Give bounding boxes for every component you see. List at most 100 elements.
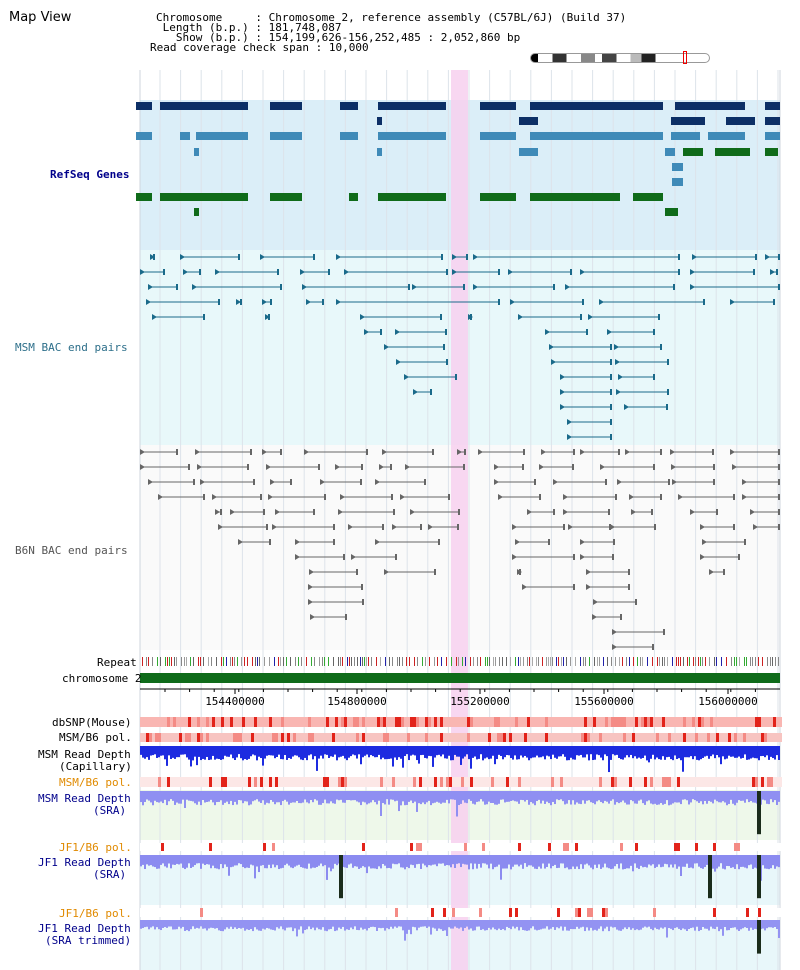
msm-b6-pol-cell [662, 733, 665, 742]
msm-capillary-depth-bar [200, 746, 202, 761]
msm-sra-depth-bar [580, 791, 582, 805]
msm-b6-pol-cell [566, 733, 569, 742]
jf1-sra-depth-bar [510, 855, 512, 870]
msm-bac-pair-end [678, 254, 680, 260]
jf1-trim-depth-bar [408, 920, 410, 930]
msm-b6-pol-cell [467, 733, 470, 742]
msm-sra-depth-bar [566, 791, 568, 804]
jf1-sra-depth-bar [452, 855, 454, 865]
msm-capillary-depth-bar [466, 746, 468, 755]
dbsnp-cell [185, 717, 188, 727]
jf1-sra-depth-bar [244, 855, 246, 869]
jf1-sra-depth-bar [180, 855, 182, 864]
msm-capillary-depth-bar [250, 746, 252, 757]
repeat-element [269, 657, 270, 666]
jf1-trim-depth-bar [654, 920, 656, 928]
jf1-b6-pol2-cell [593, 908, 596, 917]
msm-b6-pol2-cell [638, 777, 641, 787]
jf1-b6-pol-cell [245, 843, 248, 851]
track-label-jf1-depth-sra[interactable]: JF1 Read Depth [38, 856, 131, 869]
jf1-b6-pol2-cell [599, 908, 602, 917]
msm-sra-depth-bar [316, 791, 318, 801]
jf1-b6-pol2-cell [743, 908, 746, 917]
dbsnp-cell [272, 717, 275, 727]
msm-sra-depth-bar [624, 791, 626, 803]
repeat-element [252, 657, 253, 666]
msm-capillary-depth-bar [508, 746, 510, 756]
jf1-trim-depth-bar [734, 920, 736, 928]
msm-capillary-depth-bar [530, 746, 532, 759]
jf1-trim-depth-bar [206, 920, 208, 931]
msm-capillary-depth-bar [648, 746, 650, 763]
msm-b6-pol2-cell [200, 777, 203, 787]
msm-sra-depth-bar [392, 791, 394, 800]
dbsnp-cell [341, 717, 344, 727]
track-label-refseq[interactable]: RefSeq Genes [50, 168, 130, 181]
repeat-element [216, 657, 217, 666]
jf1-b6-pol-cell [671, 843, 674, 851]
repeat-element [597, 657, 598, 666]
jf1-trim-depth-bar [484, 920, 486, 931]
repeat-element [167, 657, 168, 666]
track-label-jf1-b6-pol-2[interactable]: JF1/B6 pol. [59, 907, 132, 920]
dbsnp-cell [449, 717, 452, 727]
track-label-jf1-b6-pol-1[interactable]: JF1/B6 pol. [59, 841, 132, 854]
msm-sra-depth-bar [644, 791, 646, 805]
msm-capillary-depth-bar [290, 746, 292, 759]
chromosome-ideogram[interactable] [530, 53, 710, 63]
jf1-trim-depth-bar [650, 920, 652, 929]
jf1-b6-pol-cell [770, 843, 773, 851]
msm-sra-depth-bar [294, 791, 296, 803]
track-label-repeat[interactable]: Repeat [97, 656, 137, 669]
msm-sra-depth-bar [252, 791, 254, 802]
dbsnp-cell [344, 717, 347, 727]
track-label-b6n-bac[interactable]: B6N BAC end pairs [15, 544, 128, 557]
jf1-trim-depth-bar [318, 920, 320, 930]
jf1-trim-depth-bar [722, 920, 724, 936]
msm-sra-depth-bar [572, 791, 574, 801]
repeat-element [274, 657, 275, 666]
msm-capillary-depth-bar [514, 746, 516, 756]
msm-b6-pol2-cell [476, 777, 479, 787]
msm-b6-pol-cell [191, 733, 194, 742]
msm-sra-depth-bar [208, 791, 210, 802]
jf1-b6-pol-cell [767, 843, 770, 851]
jf1-sra-depth-bar [568, 855, 570, 870]
repeat-element [283, 657, 284, 666]
msm-b6-pol2-cell [422, 777, 425, 787]
jf1-sra-depth-bar [592, 855, 594, 870]
msm-b6-pol2-cell [269, 777, 272, 787]
msm-b6-pol2-cell [368, 777, 371, 787]
msm-b6-pol2-cell [314, 777, 317, 787]
msm-capillary-depth-bar [294, 746, 296, 756]
msm-bac-pair-end [430, 389, 432, 395]
jf1-sra-depth-bar [688, 855, 690, 868]
track-label-jf1-depth-trim[interactable]: JF1 Read Depth [38, 922, 131, 935]
track-label-msm-b6-pol-2[interactable]: MSM/B6 pol. [59, 776, 132, 789]
msm-bac-pair-end [690, 284, 695, 290]
jf1-b6-pol-cell [737, 843, 740, 851]
dbsnp-cell [767, 717, 770, 727]
jf1-trim-depth-bar [546, 920, 548, 927]
jf1-sra-depth-bar [458, 855, 460, 864]
jf1-b6-pol2-cell [674, 908, 677, 917]
dbsnp-cell [701, 717, 704, 727]
b6n-bac-pair-end [494, 479, 499, 485]
msm-sra-depth-bar [422, 791, 424, 803]
jf1-b6-pol2-cell [437, 908, 440, 917]
msm-sra-depth-bar [242, 791, 244, 804]
track-label-msm-depth-sra[interactable]: MSM Read Depth [38, 792, 131, 805]
dbsnp-cell [158, 717, 161, 727]
track-label-dbsnp[interactable]: dbSNP(Mouse) [52, 716, 132, 729]
msm-b6-pol-cell [779, 733, 782, 742]
dbsnp-cell [509, 717, 512, 727]
track-label-msm-b6-pol-1[interactable]: MSM/B6 pol. [59, 731, 132, 744]
track-label-msm-bac[interactable]: MSM BAC end pairs [15, 341, 128, 354]
msm-b6-pol2-cell [143, 777, 146, 787]
track-label-msm-depth-cap[interactable]: MSM Read Depth [38, 748, 131, 761]
dbsnp-cell [290, 717, 293, 727]
msm-sra-depth-bar [162, 791, 164, 804]
msm-sra-depth-bar [524, 791, 526, 802]
msm-sra-depth-bar [632, 791, 634, 802]
